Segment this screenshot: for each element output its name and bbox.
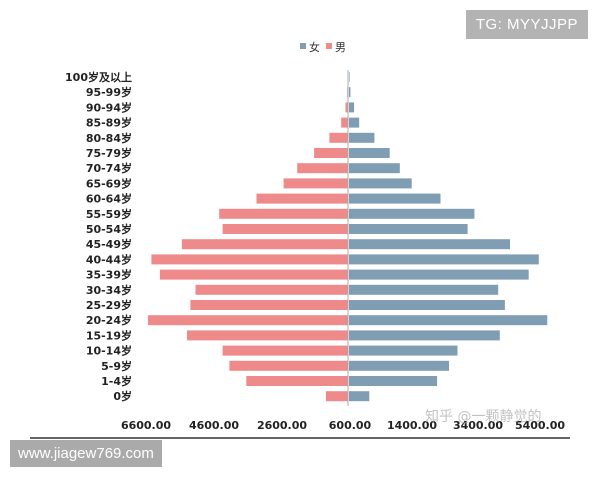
watermark-text: 知乎 @一颗静觉的: [425, 409, 542, 425]
bar-female-12: [349, 208, 475, 219]
bars-group: [148, 72, 548, 402]
bar-male-5: [148, 315, 348, 326]
category-label: 20-24岁: [86, 313, 132, 327]
bar-male-0: [326, 391, 348, 402]
bar-female-1: [349, 376, 438, 386]
x-tick-label: 2600.00: [257, 419, 307, 432]
x-tick-label: 600.00: [329, 419, 372, 432]
bar-female-2: [349, 360, 449, 371]
bar-male-11: [222, 224, 348, 234]
x-tick-label: 1400.00: [387, 419, 437, 432]
legend-label: 女: [309, 40, 320, 54]
category-label: 60-64岁: [86, 192, 132, 206]
bar-male-1: [246, 376, 348, 386]
category-label: 80-84岁: [86, 131, 132, 145]
bar-female-18: [349, 117, 360, 128]
bar-male-8: [159, 269, 348, 280]
bar-male-6: [190, 300, 348, 310]
bar-female-3: [349, 345, 458, 356]
x-tick-label: 5400.00: [515, 419, 565, 432]
category-label: 85-89岁: [86, 116, 132, 130]
category-label: 95-99岁: [86, 85, 132, 99]
category-label: 5-9岁: [101, 359, 132, 373]
bar-male-3: [222, 345, 348, 356]
bar-female-15: [349, 163, 400, 174]
bar-female-0: [349, 391, 370, 402]
bar-female-13: [349, 193, 441, 204]
bar-male-2: [229, 360, 348, 371]
category-label: 65-69岁: [86, 176, 132, 190]
bar-female-10: [349, 239, 510, 250]
bar-female-21: [349, 72, 350, 82]
bar-female-11: [349, 224, 468, 234]
bar-male-18: [341, 117, 348, 128]
category-label: 45-49岁: [86, 237, 132, 251]
bar-female-20: [349, 87, 351, 98]
category-label: 55-59岁: [86, 207, 132, 221]
x-tick-label: 4600.00: [189, 419, 239, 432]
category-label: 70-74岁: [86, 161, 132, 175]
x-tick-label: 6600.00: [121, 419, 171, 432]
bar-female-14: [349, 178, 412, 189]
legend-swatch-male: [326, 43, 332, 49]
x-tick-labels: 6600.00 4600.00 2600.00 600.00 1400.00 3400.0…: [121, 419, 565, 432]
bar-male-7: [195, 284, 348, 295]
category-label: 1-4岁: [101, 374, 132, 388]
bar-female-6: [349, 300, 505, 310]
bar-female-4: [349, 330, 500, 341]
category-label: 35-39岁: [86, 268, 132, 282]
url-badge: www.jiagew769.com: [10, 440, 162, 467]
bar-female-17: [349, 132, 375, 143]
legend-swatch-female: [300, 43, 306, 49]
bar-female-5: [349, 315, 548, 326]
bar-male-19: [345, 102, 348, 113]
tg-badge: TG: MYYJJPP: [465, 10, 588, 39]
category-label: 100岁及以上: [65, 70, 132, 84]
category-label: 50-54岁: [86, 222, 132, 236]
bar-female-19: [349, 102, 355, 113]
legend-label: 男: [335, 41, 346, 54]
bar-female-7: [349, 284, 499, 295]
category-label: 10-14岁: [86, 344, 132, 358]
bar-male-17: [329, 132, 348, 143]
bar-female-16: [349, 148, 390, 158]
category-label: 0岁: [113, 389, 132, 403]
bar-female-8: [349, 269, 529, 280]
category-label: 40-44岁: [86, 252, 132, 266]
bar-female-9: [349, 254, 539, 265]
bar-male-16: [314, 148, 348, 158]
legend: 女男: [300, 40, 346, 54]
category-label: 30-34岁: [86, 283, 132, 297]
category-label: 75-79岁: [86, 146, 132, 160]
bar-male-4: [187, 330, 348, 341]
bar-male-9: [151, 254, 348, 265]
bar-male-14: [283, 178, 348, 189]
bar-male-12: [219, 208, 348, 219]
x-tick-label: 3400.00: [453, 419, 503, 432]
bar-male-13: [256, 193, 348, 204]
bar-male-10: [181, 239, 348, 250]
category-label: 25-29岁: [86, 298, 132, 312]
category-label: 15-19岁: [86, 328, 132, 342]
category-label: 90-94岁: [86, 100, 132, 114]
bar-male-15: [297, 163, 348, 174]
